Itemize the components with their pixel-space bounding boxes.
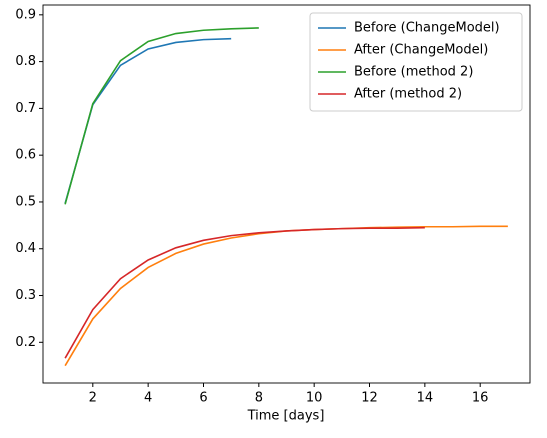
x-tick-label: 14 bbox=[417, 391, 434, 406]
legend-box bbox=[309, 12, 523, 112]
x-tick-label: 4 bbox=[144, 391, 152, 406]
legend-label: Before (method 2) bbox=[354, 65, 473, 80]
y-tick-label: 0.6 bbox=[15, 148, 36, 163]
plot-frame bbox=[42, 4, 531, 384]
x-tick-label: 8 bbox=[255, 391, 263, 406]
legend-label: Before (ChangeModel) bbox=[354, 21, 500, 36]
x-tick-label: 6 bbox=[199, 391, 207, 406]
x-axis-label: Time [days] bbox=[247, 409, 325, 424]
legend-label: After (ChangeModel) bbox=[354, 43, 488, 58]
y-tick-label: 0.3 bbox=[15, 288, 36, 303]
series-line bbox=[64, 225, 508, 367]
y-tick-label: 0.5 bbox=[15, 194, 36, 209]
y-tick-label: 0.9 bbox=[15, 7, 36, 22]
x-tick-label: 2 bbox=[89, 391, 97, 406]
x-tick-label: 10 bbox=[306, 391, 323, 406]
x-tick-label: 12 bbox=[361, 391, 378, 406]
y-tick-label: 0.7 bbox=[15, 101, 36, 116]
series-line bbox=[64, 27, 259, 205]
y-tick-label: 0.4 bbox=[15, 241, 36, 256]
series-line bbox=[64, 37, 232, 204]
y-tick-label: 0.2 bbox=[15, 335, 36, 350]
y-tick-label: 0.8 bbox=[15, 54, 36, 69]
legend-label: After (method 2) bbox=[354, 87, 462, 102]
x-tick-label: 16 bbox=[472, 391, 489, 406]
series-line bbox=[64, 226, 425, 359]
